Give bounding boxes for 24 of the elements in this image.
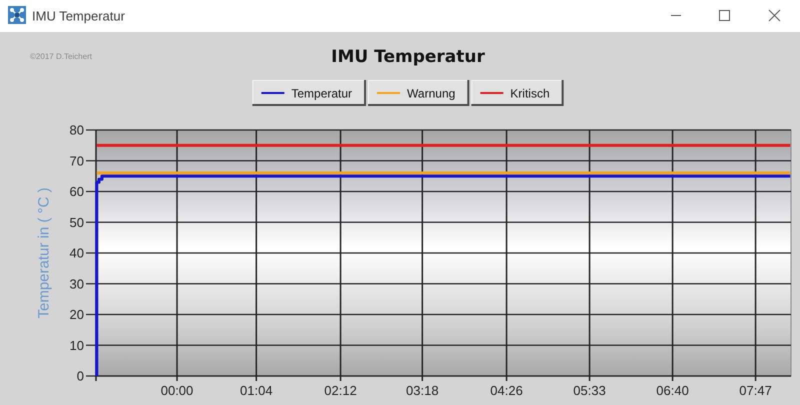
text: IMU Temperatur [32, 8, 126, 24]
y-tick-label: 70 [70, 153, 84, 168]
y-tick-label: 20 [70, 307, 84, 322]
y-tick-label: 50 [70, 214, 84, 230]
y-tick-label: 60 [70, 184, 84, 200]
x-tick-label: 05:33 [573, 383, 606, 398]
y-tick-label: 80 [70, 122, 84, 138]
x-tick-label: 00:00 [160, 383, 194, 398]
legend-label: Temperatur [291, 86, 352, 100]
x-tick-label: 01:04 [240, 383, 273, 398]
y-tick-label: 30 [70, 276, 84, 292]
x-tick-label: 06:40 [656, 383, 689, 398]
y-tick-label: 40 [70, 246, 84, 261]
text: ©2017 D.Teichert [30, 52, 93, 61]
x-tick-label: 04:26 [490, 383, 523, 398]
y-axis-title: Temperatur in ( °C ) [35, 187, 52, 319]
x-tick-label: 07:47 [739, 383, 772, 398]
y-tick-label: 10 [70, 338, 84, 353]
legend-label: Warnung [407, 86, 456, 100]
x-tick-label: 02:12 [324, 383, 357, 398]
y-tick-label: 0 [76, 368, 84, 384]
chart-title: IMU Temperatur [331, 47, 486, 67]
x-tick-label: 03:18 [406, 383, 439, 398]
legend-label: Kritisch [510, 86, 550, 100]
